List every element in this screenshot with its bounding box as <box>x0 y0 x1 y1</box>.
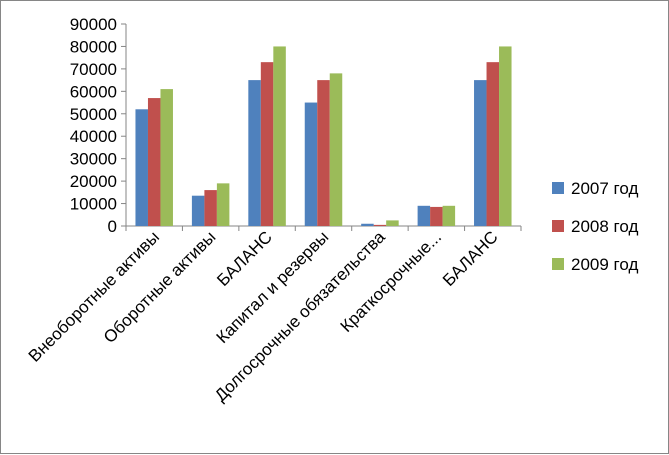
bar-3-3 <box>273 46 286 226</box>
bar-3-4 <box>329 73 343 226</box>
y-tick-label: 40000 <box>70 127 117 146</box>
bar-3-5 <box>386 220 399 226</box>
bars <box>135 46 512 227</box>
bar-1-4 <box>304 102 318 226</box>
legend-swatch <box>552 182 564 194</box>
bar-3-2 <box>216 183 230 226</box>
bar-1-6 <box>417 205 431 226</box>
y-tick-label: 10000 <box>70 195 117 214</box>
bar-2-4 <box>317 80 330 226</box>
x-tick-label: Краткосрочные... <box>337 227 445 335</box>
legend-label: 2009 год <box>571 255 638 274</box>
legend-label: 2007 год <box>571 179 638 198</box>
y-tick-label: 30000 <box>70 150 117 169</box>
y-tick-label: 90000 <box>70 15 117 34</box>
bar-1-2 <box>191 195 205 226</box>
bar-1-1 <box>135 109 148 226</box>
bar-2-7 <box>486 62 500 227</box>
legend-swatch <box>552 220 564 232</box>
bar-3-7 <box>499 46 512 226</box>
bar-1-3 <box>248 80 261 226</box>
bar-2-2 <box>204 190 217 226</box>
bar-3-1 <box>160 89 173 226</box>
bar-1-7 <box>474 80 487 226</box>
y-tick-label: 60000 <box>70 82 117 101</box>
x-tick-label: Оборотные активы <box>100 227 220 347</box>
y-axis-ticks: 0 10000 20000 30000 40000 50000 60000 70000 8000… <box>70 15 126 236</box>
bar-2-6 <box>430 206 443 226</box>
bar-2-3 <box>260 62 274 227</box>
bar-3-6 <box>442 205 456 226</box>
bar-2-5 <box>373 224 387 226</box>
y-tick-label: 50000 <box>70 105 117 124</box>
y-tick-label: 70000 <box>70 60 117 79</box>
y-tick-label: 0 <box>108 217 117 236</box>
x-tick-label: БАЛАНС <box>439 227 502 290</box>
bar-1-5 <box>361 223 374 226</box>
legend-label: 2008 год <box>571 217 638 236</box>
bar-2-1 <box>147 98 161 226</box>
y-tick-label: 20000 <box>70 172 117 191</box>
legend: 2007 год 2008 год 2009 год <box>552 179 638 274</box>
y-tick-label: 80000 <box>70 37 117 56</box>
legend-swatch <box>552 258 564 270</box>
